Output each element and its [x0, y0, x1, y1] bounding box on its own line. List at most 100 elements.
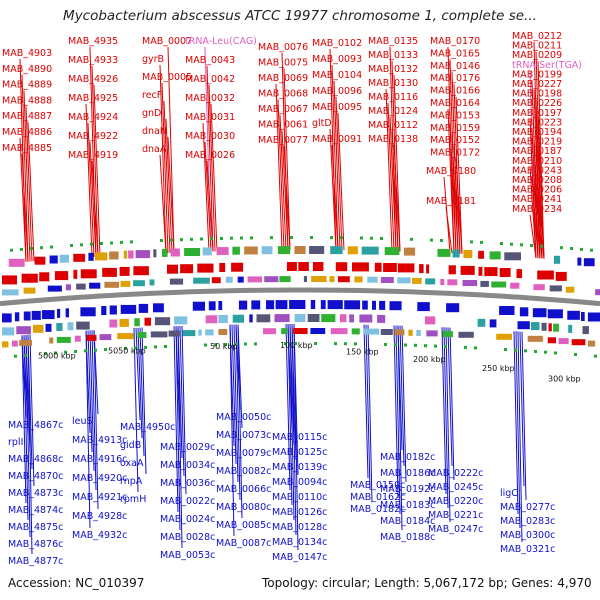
feature-block: [480, 280, 489, 287]
callout-line: [93, 84, 101, 257]
feature-block: [374, 262, 382, 272]
gene-label: MAB_0223: [512, 117, 562, 128]
feature-block: [73, 253, 86, 262]
callout-line: [535, 195, 543, 259]
marker: [560, 246, 563, 250]
feature-block: [565, 286, 575, 293]
feature-block: [135, 250, 151, 259]
feature-block: [261, 246, 273, 255]
marker: [540, 244, 543, 248]
gene-label: MAB_4933: [68, 55, 118, 66]
marker: [170, 238, 173, 242]
feature-block: [59, 254, 69, 263]
gene-label: MAB_0028c: [160, 532, 215, 543]
callout-line: [283, 68, 291, 251]
feature-block: [162, 248, 168, 257]
feature-block: [19, 339, 32, 346]
feature-block: [383, 263, 397, 272]
callout-line: [206, 160, 214, 252]
feature-block: [89, 282, 101, 289]
feature-block: [442, 331, 453, 338]
gene-label: gidB: [120, 440, 141, 451]
marker: [214, 343, 217, 347]
gene-label: MAB_4876c: [8, 539, 63, 550]
feature-block: [247, 276, 262, 283]
feature-block: [489, 251, 501, 260]
feature-block: [489, 319, 497, 328]
gene-label: MAB_0128c: [272, 522, 327, 533]
feature-block: [279, 276, 291, 283]
feature-block: [197, 263, 214, 273]
feature-block: [94, 252, 108, 261]
callout-line: [181, 325, 187, 495]
gene-label: rnpA: [120, 476, 143, 487]
callout-line: [387, 102, 395, 252]
callout-line: [395, 325, 401, 515]
gene-label: MAB_0134c: [272, 537, 327, 548]
marker: [144, 345, 147, 349]
gene-label: MAB_0042: [185, 74, 235, 85]
gene-label: MAB_0124: [368, 106, 418, 117]
marker: [230, 236, 233, 240]
feature-block: [205, 315, 218, 324]
marker: [424, 344, 427, 348]
feature-block: [583, 258, 595, 267]
marker: [370, 236, 373, 240]
gene-label: MAB_0031: [185, 112, 235, 123]
gene-label: MAB_4886: [2, 127, 52, 138]
feature-block: [335, 262, 348, 272]
marker: [470, 240, 473, 244]
feature-block: [417, 302, 430, 312]
feature-block: [80, 269, 97, 279]
gene-label: MAB_4889: [2, 80, 52, 91]
gene-label: leuS: [72, 416, 93, 427]
gene-label: MAB_0061: [258, 120, 308, 131]
feature-block: [330, 328, 348, 335]
marker: [74, 350, 77, 353]
feature-block: [65, 284, 71, 291]
marker: [14, 354, 17, 358]
callout-line: [165, 118, 173, 253]
gene-label: MAB_0087c: [216, 538, 271, 549]
gene-label: ligC: [500, 488, 518, 499]
callout-line: [515, 331, 521, 529]
marker: [120, 240, 123, 244]
callout-line: [87, 330, 93, 453]
marker: [554, 351, 557, 355]
marker: [224, 343, 227, 346]
gene-label: MAB_0159: [430, 123, 480, 134]
feature-block: [298, 262, 309, 271]
callout-line: [533, 137, 541, 259]
gene-label: MAB_0187: [512, 146, 562, 157]
marker: [294, 342, 297, 345]
feature-block: [477, 318, 486, 327]
feature-block: [169, 278, 184, 285]
gene-label: MAB_0208: [512, 175, 562, 186]
feature-block: [123, 250, 128, 259]
callout-line: [285, 323, 291, 491]
feature-block: [329, 276, 335, 283]
marker: [70, 244, 73, 247]
feature-block: [349, 314, 354, 323]
feature-block: [237, 276, 244, 283]
gene-label: MAB_0034c: [160, 460, 215, 471]
gene-label: MAB_4922: [68, 131, 118, 142]
feature-block: [289, 300, 306, 309]
marker: [464, 345, 467, 349]
marker: [474, 346, 477, 350]
gene-label: MAB_0077: [258, 135, 308, 146]
callout-line: [204, 46, 212, 252]
feature-block: [263, 328, 276, 335]
gene-label: MAB_0093: [312, 54, 362, 65]
callout-line: [363, 324, 369, 479]
feature-block: [568, 324, 573, 333]
feature-block: [517, 321, 530, 330]
feature-block: [294, 314, 306, 322]
marker: [164, 345, 167, 348]
marker: [284, 342, 287, 346]
feature-block: [425, 278, 436, 285]
gene-label: rpmH: [120, 494, 146, 505]
feature-block: [184, 248, 201, 256]
callout-line: [533, 185, 541, 259]
callout-line: [163, 100, 171, 253]
